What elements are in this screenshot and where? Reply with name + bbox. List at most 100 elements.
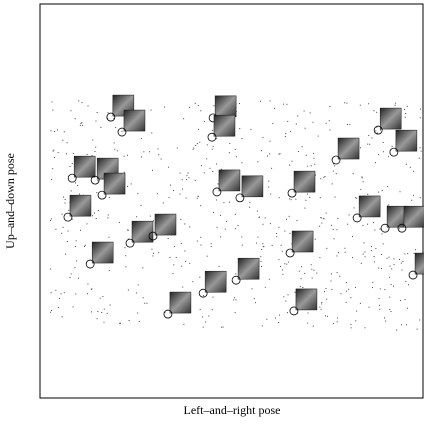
background-dot — [301, 146, 303, 148]
background-dot — [332, 323, 334, 325]
background-dot — [307, 165, 309, 167]
face-thumbnail — [91, 241, 114, 264]
background-dot — [198, 128, 200, 130]
point — [231, 275, 241, 285]
point — [163, 309, 173, 319]
point — [125, 238, 135, 248]
background-dot — [420, 108, 422, 110]
background-dot — [75, 260, 77, 262]
background-dot — [310, 165, 312, 167]
background-dot — [304, 207, 306, 209]
background-dot — [396, 329, 398, 331]
background-dot — [404, 116, 406, 118]
background-dot — [116, 150, 118, 152]
background-dot — [237, 225, 239, 227]
background-dot — [398, 228, 400, 230]
background-dot — [203, 172, 205, 174]
background-dot — [194, 102, 196, 104]
background-dot — [168, 197, 170, 199]
background-dot — [180, 218, 182, 220]
background-dot — [226, 220, 228, 222]
face-thumbnail — [414, 252, 424, 275]
background-dot — [270, 193, 272, 195]
background-dot — [375, 248, 377, 250]
background-dot — [336, 255, 338, 257]
background-dot — [362, 225, 364, 227]
background-dot — [378, 154, 380, 156]
background-dot — [90, 288, 92, 290]
background-dot — [323, 218, 325, 220]
face-thumbnail — [218, 169, 241, 192]
background-dot — [385, 320, 387, 322]
background-dot — [361, 177, 363, 179]
background-dot — [311, 268, 313, 270]
background-dot — [78, 193, 80, 195]
background-dot — [336, 229, 338, 231]
background-dot — [280, 265, 282, 267]
background-dot — [382, 243, 384, 245]
background-dot — [368, 103, 370, 105]
background-dot — [94, 150, 96, 152]
background-dot — [205, 321, 207, 323]
background-dot — [384, 289, 386, 291]
background-dot — [355, 197, 357, 199]
background-dot — [260, 150, 262, 152]
background-dot — [149, 215, 151, 217]
point — [285, 248, 295, 258]
background-dot — [328, 120, 330, 122]
background-dot — [138, 320, 140, 322]
background-dot — [348, 288, 350, 290]
background-dot — [53, 149, 55, 151]
background-dot — [96, 192, 98, 194]
background-dot — [352, 236, 354, 238]
background-dot — [272, 123, 274, 125]
background-dot — [123, 155, 125, 157]
background-dot — [152, 252, 154, 254]
background-dot — [405, 163, 407, 165]
background-dot — [84, 244, 86, 246]
background-dot — [258, 216, 260, 218]
face-thumbnail — [214, 95, 237, 118]
background-dot — [345, 301, 347, 303]
background-dot — [189, 106, 191, 108]
background-dot — [376, 111, 378, 113]
point — [90, 175, 100, 185]
background-dot — [250, 128, 252, 130]
background-dot — [196, 143, 198, 145]
background-dot — [216, 138, 218, 140]
background-dot — [107, 112, 109, 114]
background-dot — [326, 247, 328, 249]
background-dot — [279, 153, 281, 155]
background-dot — [307, 322, 309, 324]
background-dot — [183, 118, 185, 120]
background-dot — [388, 256, 390, 258]
background-dot — [75, 182, 77, 184]
point — [198, 288, 208, 298]
background-dot — [211, 309, 213, 311]
background-dot — [99, 297, 101, 299]
background-dot — [158, 252, 160, 254]
background-dot — [311, 277, 313, 279]
background-dot — [393, 264, 395, 266]
background-dot — [108, 196, 110, 198]
point — [67, 173, 77, 183]
background-dot — [312, 325, 314, 327]
background-dot — [51, 101, 53, 103]
background-dot — [350, 327, 352, 329]
background-dot — [330, 224, 332, 226]
background-dot — [276, 232, 278, 234]
background-dot — [362, 253, 364, 255]
background-dot — [336, 321, 338, 323]
background-dot — [75, 240, 77, 242]
background-dot — [352, 257, 354, 259]
background-dot — [168, 166, 170, 168]
background-dot — [419, 147, 421, 149]
background-dot — [404, 253, 406, 255]
background-dot — [63, 196, 65, 198]
background-dot — [309, 112, 311, 114]
background-dot — [286, 312, 288, 314]
background-dot — [393, 285, 395, 287]
background-dot — [127, 229, 129, 231]
background-dot — [297, 115, 299, 117]
background-dot — [57, 151, 59, 153]
